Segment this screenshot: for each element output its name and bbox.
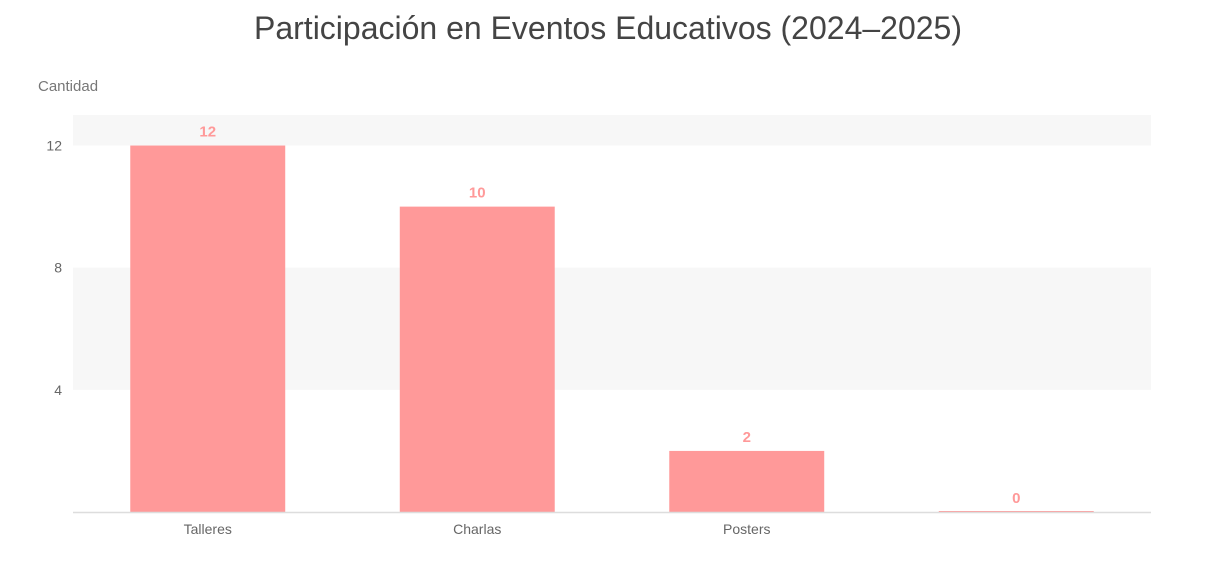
x-tick-label: Charlas <box>453 521 501 537</box>
y-tick-label: 8 <box>54 260 62 276</box>
x-tick-label: Talleres <box>184 521 232 537</box>
bars <box>130 145 1094 513</box>
bar-charlas[interactable] <box>399 206 555 512</box>
y-tick-label: 12 <box>46 138 62 154</box>
value-label: 2 <box>743 429 751 446</box>
bar-posters[interactable] <box>669 450 825 512</box>
value-labels: 12 10 2 0 <box>199 124 1020 507</box>
bar-empty[interactable] <box>938 511 1094 512</box>
chart-title: Participación en Eventos Educativos (202… <box>254 10 962 46</box>
value-label: 0 <box>1012 490 1020 507</box>
y-tick-label: 4 <box>54 382 62 398</box>
value-label: 10 <box>469 185 486 202</box>
y-axis-label: Cantidad <box>38 78 99 95</box>
y-axis-ticks: 4 8 12 <box>46 138 62 398</box>
x-tick-label: Posters <box>723 521 770 537</box>
x-axis-labels: Talleres Charlas Posters <box>184 521 771 537</box>
grid-band <box>73 115 1151 146</box>
bar-talleres[interactable] <box>130 145 286 513</box>
value-label: 12 <box>199 124 216 141</box>
